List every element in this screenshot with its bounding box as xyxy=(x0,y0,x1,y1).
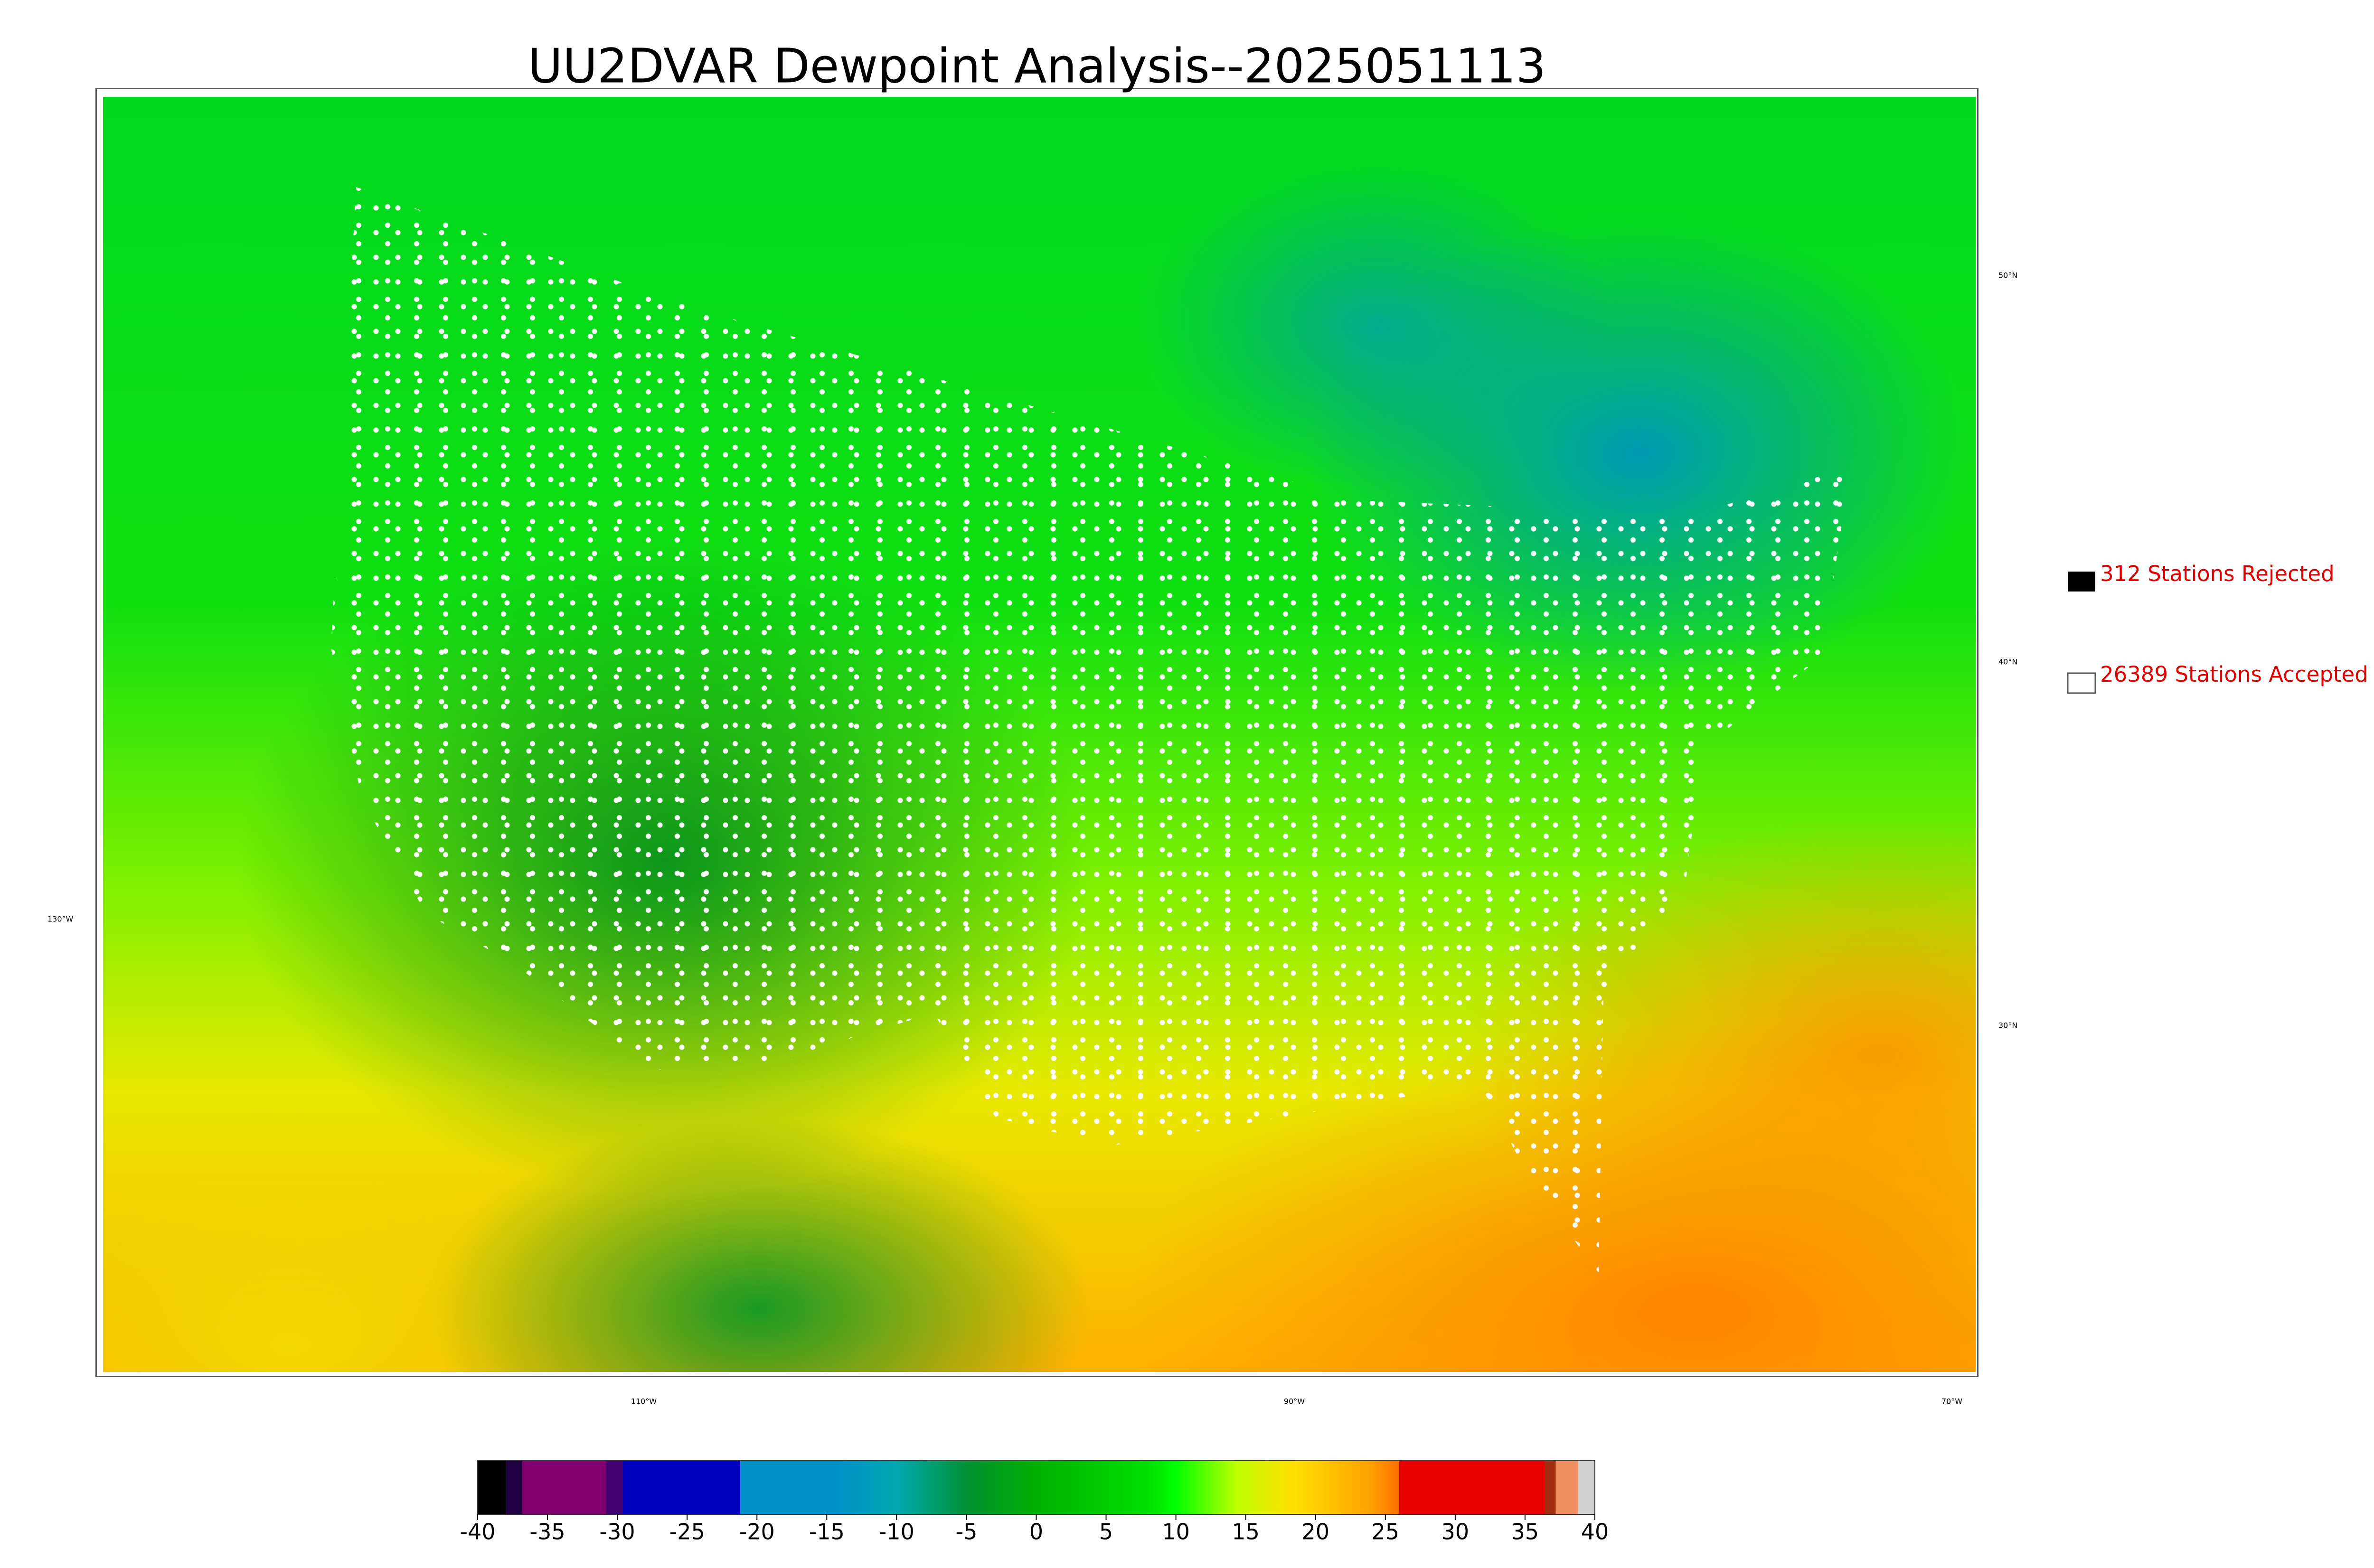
dewpoint-map xyxy=(103,97,1976,1372)
lon-label: 110°W xyxy=(631,1397,657,1406)
colorbar-tick-label: 10 xyxy=(1162,1519,1190,1545)
colorbar-tick-label: 35 xyxy=(1511,1519,1539,1545)
colorbar-tick-label: 30 xyxy=(1441,1519,1470,1545)
colorbar-tick-label: 5 xyxy=(1099,1519,1113,1545)
colorbar-tick-label: 15 xyxy=(1232,1519,1260,1545)
colorbar-tick-label: -10 xyxy=(879,1519,914,1545)
colorbar-tick-label: 20 xyxy=(1301,1519,1329,1545)
lat-label: 30°N xyxy=(1998,1021,2017,1030)
colorbar xyxy=(477,1460,1595,1515)
map-frame xyxy=(95,88,1978,1377)
colorbar-tick-label: -30 xyxy=(600,1519,635,1545)
lon-label: 90°W xyxy=(1284,1397,1305,1406)
colorbar-tick-label: -35 xyxy=(529,1519,565,1545)
lon-label: 70°W xyxy=(1941,1397,1962,1406)
colorbar-tick-label: -15 xyxy=(809,1519,845,1545)
colorbar-tick-label: -20 xyxy=(739,1519,775,1545)
title: UU2DVAR Dewpoint Analysis--2025051113 xyxy=(528,38,1546,94)
legend-label: 312 Stations Rejected xyxy=(2100,561,2335,586)
lon-label: 130°W xyxy=(47,915,74,924)
colorbar-tick-label: 0 xyxy=(1029,1519,1043,1545)
lat-label: 40°N xyxy=(1998,657,2017,667)
colorbar-tick-label: -5 xyxy=(956,1519,978,1545)
colorbar-tick-label: 25 xyxy=(1372,1519,1400,1545)
lat-label: 50°N xyxy=(1998,271,2017,280)
colorbar-tick-label: 40 xyxy=(1581,1519,1609,1545)
legend-swatch-rejected xyxy=(2068,572,2095,592)
legend-label: 26389 Stations Accepted xyxy=(2100,662,2368,687)
colorbar-tick-label: -25 xyxy=(669,1519,705,1545)
legend-swatch-accepted xyxy=(2067,672,2096,694)
colorbar-tick-label: -40 xyxy=(460,1519,495,1545)
